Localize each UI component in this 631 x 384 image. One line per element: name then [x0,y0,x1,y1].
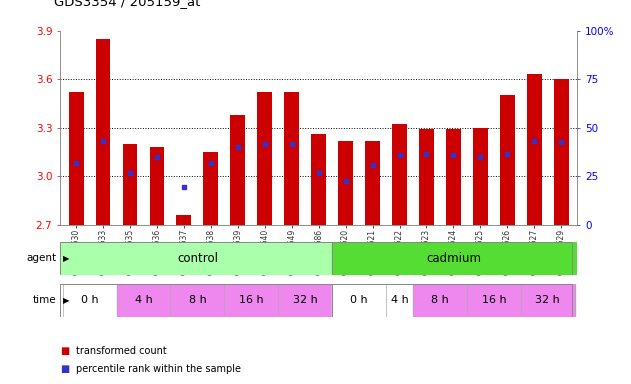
Text: GDS3354 / 205159_at: GDS3354 / 205159_at [54,0,200,8]
Text: 4 h: 4 h [134,295,152,306]
Text: percentile rank within the sample: percentile rank within the sample [76,364,240,374]
Bar [150,147,164,225]
Text: ■: ■ [60,346,69,356]
Text: time: time [33,295,57,306]
Bar [117,284,170,317]
Bar [225,284,278,317]
Text: 16 h: 16 h [239,295,264,306]
Text: 0 h: 0 h [350,295,368,306]
Text: 32 h: 32 h [535,295,560,306]
Bar [170,284,225,317]
Text: control: control [177,252,218,265]
Text: 8 h: 8 h [189,295,206,306]
Bar [278,284,332,317]
Bar [467,284,521,317]
Bar [285,92,299,225]
Text: cadmium: cadmium [426,252,481,265]
Bar [257,92,272,225]
Bar [500,95,515,225]
Bar [96,39,110,225]
Text: 0 h: 0 h [81,295,98,306]
Bar [365,141,380,225]
Bar [311,134,326,225]
Text: transformed count: transformed count [76,346,167,356]
Text: ▶: ▶ [63,254,69,263]
Text: 8 h: 8 h [431,295,449,306]
Text: agent: agent [27,253,57,263]
Bar [446,129,461,225]
Bar [419,129,434,225]
Bar [69,92,83,225]
Bar [332,284,386,317]
Text: 16 h: 16 h [481,295,506,306]
Bar [122,144,138,225]
Bar [230,115,245,225]
Bar [177,215,191,225]
Bar [527,74,541,225]
Bar [62,284,117,317]
Bar [413,284,467,317]
Bar [386,284,413,317]
Bar [338,141,353,225]
Text: ■: ■ [60,364,69,374]
Bar [554,79,569,225]
Bar [392,124,407,225]
Bar [521,284,575,317]
Bar [203,152,218,225]
Text: ▶: ▶ [63,296,69,305]
Bar [473,127,488,225]
Text: 4 h: 4 h [391,295,408,306]
Bar [60,242,332,275]
Bar [332,242,577,275]
Text: 32 h: 32 h [293,295,317,306]
